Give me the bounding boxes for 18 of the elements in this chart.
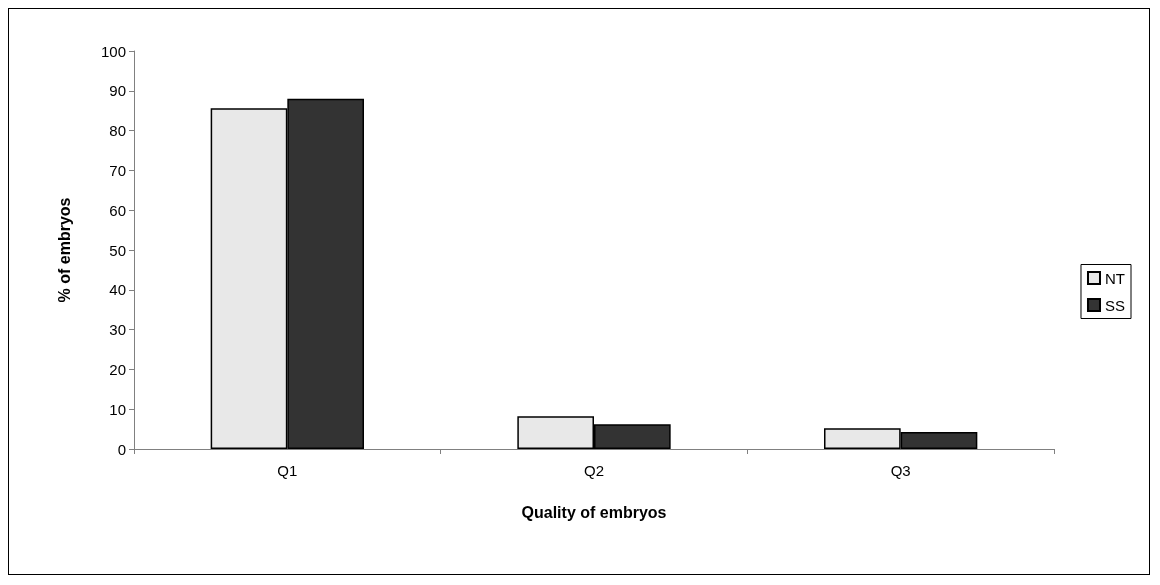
x-axis-title: Quality of embryos xyxy=(521,503,667,521)
x-tick-label: Q1 xyxy=(277,462,298,479)
y-tick-label: 10 xyxy=(109,400,126,418)
y-tick-label: 100 xyxy=(100,42,126,60)
y-axis-title: % of embryos xyxy=(55,197,73,303)
y-tick-label: 60 xyxy=(109,201,126,219)
x-tick-label: Q3 xyxy=(890,462,911,479)
y-tick-label: 20 xyxy=(109,360,126,378)
x-tick-label: Q2 xyxy=(583,462,605,479)
legend-label: NT xyxy=(1104,269,1125,287)
y-tick-label: 30 xyxy=(109,321,126,339)
y-tick-label: 0 xyxy=(117,440,126,458)
y-tick-label: 70 xyxy=(109,161,126,179)
legend-label: SS xyxy=(1104,296,1126,314)
y-tick-label: 80 xyxy=(109,122,126,140)
y-tick-label: 90 xyxy=(109,82,126,100)
y-tick-label: 40 xyxy=(109,281,126,299)
y-tick-label: 50 xyxy=(109,241,126,259)
